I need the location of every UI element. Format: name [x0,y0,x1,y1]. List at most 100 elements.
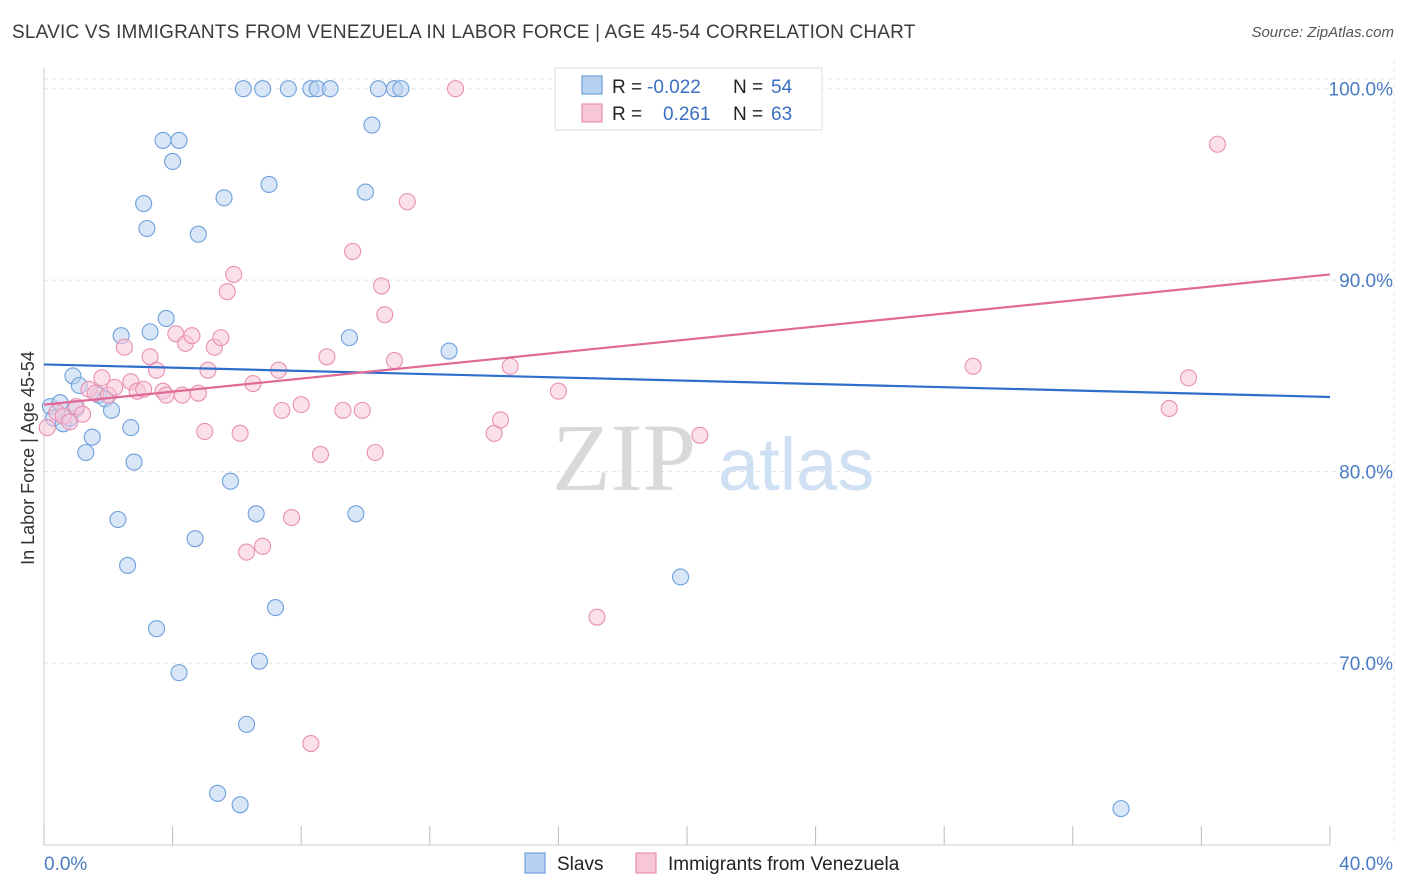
point-1-27 [212,329,230,347]
point-1-35 [273,401,291,419]
scatter-points [38,80,1227,818]
point-1-33 [254,537,272,555]
series-legend-label-venezuela: Immigrants from Venezuela [668,854,900,875]
legend-r-label-2: R = [612,104,642,125]
watermark-zip: ZIP [552,404,696,511]
point-0-29 [215,189,233,207]
point-0-40 [279,80,297,98]
point-0-50 [392,80,410,98]
point-1-59 [964,357,982,375]
x-tick-label-1: 40.0% [1339,854,1393,875]
watermark-atlas: atlas [718,423,874,506]
series-legend-label-slavs: Slavs [557,854,603,875]
point-1-10 [106,378,124,396]
point-0-48 [369,80,387,98]
point-1-8 [93,369,111,387]
point-0-25 [170,131,188,149]
point-0-13 [109,510,127,529]
point-1-28 [218,283,236,301]
legend-r-label-1: R = [612,77,642,98]
y-tick-label-1: 80.0% [1339,463,1393,484]
watermark: ZIP atlas [552,404,874,511]
legend-swatch-venezuela [581,103,603,123]
point-0-9 [83,428,101,446]
trend-lines [43,273,1331,406]
point-0-46 [356,183,375,201]
source-label: Source: ZipAtlas.com [1251,24,1394,41]
point-0-28 [189,225,207,243]
point-0-20 [141,323,159,341]
chart-title: SLAVIC VS IMMIGRANTS FROM VENEZUELA IN L… [12,22,916,43]
point-0-36 [254,80,272,98]
legend-n-label-1: N = [733,77,763,98]
point-1-46 [376,306,394,324]
point-1-48 [398,193,416,211]
point-1-5 [74,405,92,423]
point-0-12 [102,401,121,419]
y-axis-label: In Labor Force | Age 45-54 [18,351,38,565]
point-1-49 [446,80,465,98]
x-tick-label-0: 0.0% [44,854,87,875]
point-1-37 [292,396,310,414]
trend-line-1 [43,273,1331,406]
point-0-51 [440,342,458,360]
point-0-47 [363,116,381,134]
point-0-39 [266,599,285,617]
point-1-16 [147,361,166,379]
point-1-11 [115,338,133,356]
point-1-52 [501,357,519,375]
trend-line-0 [43,363,1331,399]
legend-swatch-slavs [581,75,603,95]
series-legend-swatch-venezuela [635,852,657,874]
point-1-30 [231,424,249,442]
point-1-62 [1208,135,1227,153]
point-0-38 [260,175,278,194]
point-1-44 [366,443,384,462]
series-legend-swatch-slavs [524,852,546,874]
legend-n-value-1: 54 [771,77,793,98]
tick-labels: 70.0% 80.0% 90.0% 100.0% 0.0% 40.0% [44,80,1393,875]
point-1-47 [385,352,403,370]
point-1-45 [373,277,391,295]
point-1-54 [588,608,606,626]
point-1-43 [353,401,371,419]
point-0-43 [321,80,339,98]
point-1-18 [157,386,175,404]
axes [43,68,1331,846]
point-0-34 [237,715,256,733]
point-0-31 [209,784,227,802]
point-0-32 [231,796,249,814]
point-0-27 [186,530,204,548]
point-0-18 [135,195,153,213]
point-0-23 [157,309,175,328]
point-0-22 [154,131,172,149]
point-0-24 [164,152,182,171]
point-0-35 [247,505,265,523]
point-1-31 [237,543,256,561]
point-0-17 [125,453,143,471]
point-0-52 [672,568,690,586]
point-1-24 [196,422,214,440]
point-1-22 [183,327,201,345]
point-1-3 [61,413,79,431]
point-1-38 [302,734,320,753]
series-legend: Slavs Immigrants from Venezuela [524,852,900,875]
y-tick-label-0: 70.0% [1339,654,1393,675]
legend-n-label-2: N = [733,104,763,125]
legend-r-value-1: -0.022 [647,77,701,98]
point-1-36 [283,509,301,527]
point-0-53 [1112,800,1130,818]
point-0-15 [119,556,137,575]
point-1-61 [1179,369,1198,387]
point-0-26 [170,664,188,682]
legend: R = -0.022 N = 54 R = 0.261 N = 63 [554,67,823,131]
point-1-25 [199,361,217,379]
point-1-51 [491,411,510,429]
point-1-60 [1160,399,1178,418]
point-1-53 [549,382,567,400]
point-1-42 [344,242,362,261]
point-1-0 [38,419,56,437]
point-1-29 [225,265,243,283]
legend-r-value-2: 0.261 [663,104,711,125]
